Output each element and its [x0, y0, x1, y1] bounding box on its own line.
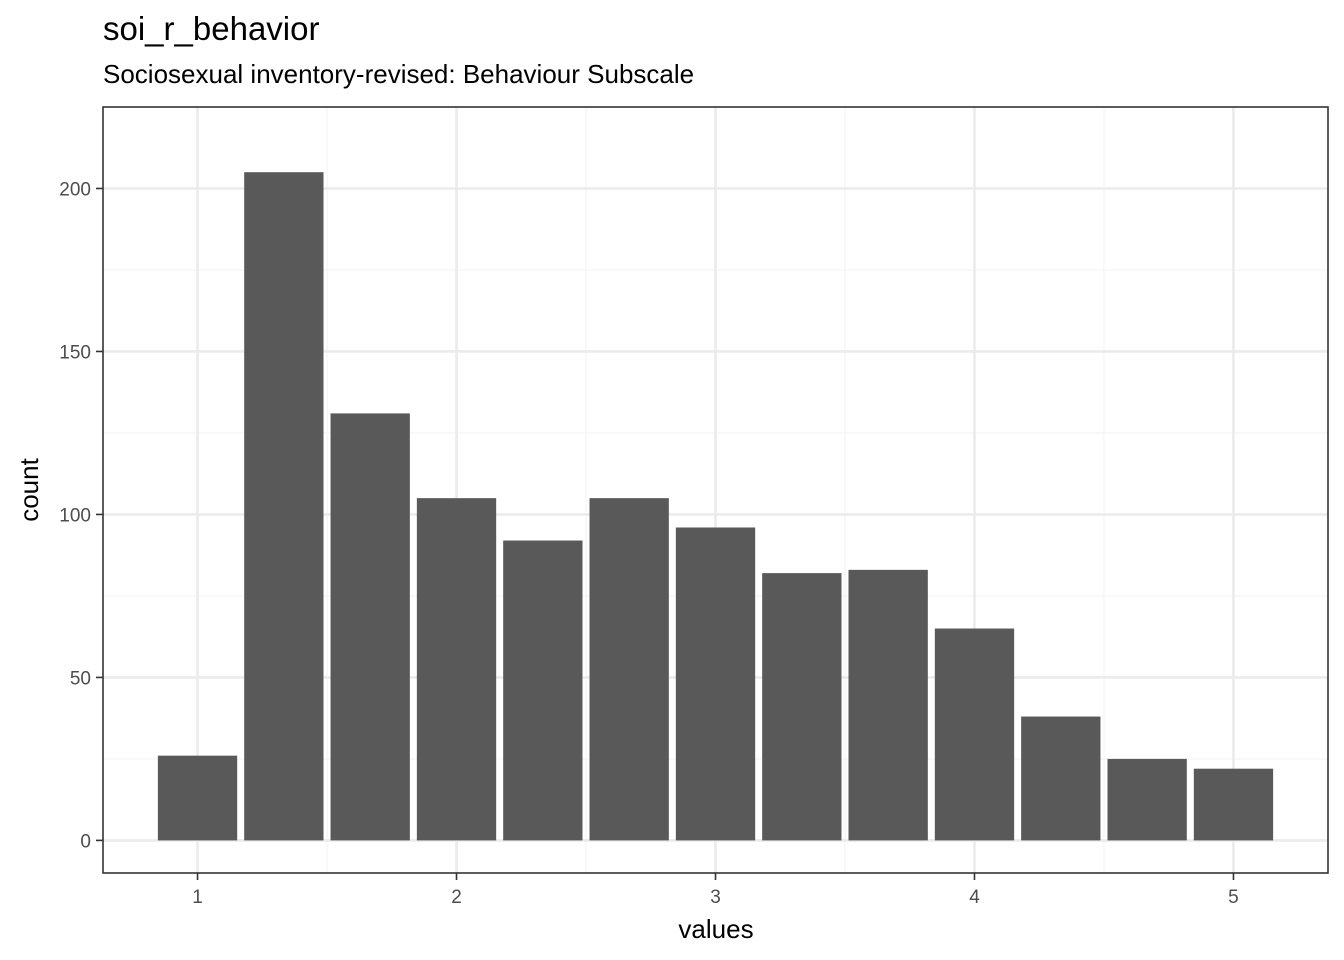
histogram-bar — [1107, 758, 1187, 841]
y-tick-label: 50 — [70, 668, 91, 689]
histogram-bar — [762, 573, 842, 841]
x-tick-label: 2 — [451, 887, 462, 908]
x-axis-title: values — [678, 914, 753, 944]
chart-subtitle: Sociosexual inventory-revised: Behaviour… — [103, 59, 695, 89]
chart-title: soi_r_behavior — [103, 10, 320, 47]
y-tick-label: 0 — [80, 831, 91, 852]
histogram-bar — [157, 755, 238, 841]
histogram-bar — [244, 172, 324, 841]
histogram-bar — [1021, 716, 1101, 841]
y-tick-label: 200 — [59, 179, 91, 200]
histogram-bar — [934, 628, 1015, 841]
histogram-bars — [157, 172, 1274, 841]
histogram-bar — [503, 540, 583, 841]
histogram-bar — [848, 569, 928, 841]
histogram-bar — [675, 527, 756, 841]
y-axis-title: count — [14, 457, 44, 521]
x-tick-label: 3 — [710, 887, 721, 908]
histogram-bar — [416, 498, 497, 841]
histogram-bar — [330, 413, 410, 841]
x-tick-label: 4 — [969, 887, 980, 908]
histogram-bar — [1193, 768, 1274, 841]
y-tick-label: 150 — [59, 342, 91, 363]
histogram-bar — [589, 498, 669, 841]
x-tick-label: 1 — [192, 887, 203, 908]
x-tick-label: 5 — [1228, 887, 1239, 908]
y-tick-label: 100 — [59, 505, 91, 526]
y-axis: 0 50 100 150 200 — [59, 179, 103, 852]
x-axis: 1 2 3 4 5 — [192, 873, 1239, 908]
